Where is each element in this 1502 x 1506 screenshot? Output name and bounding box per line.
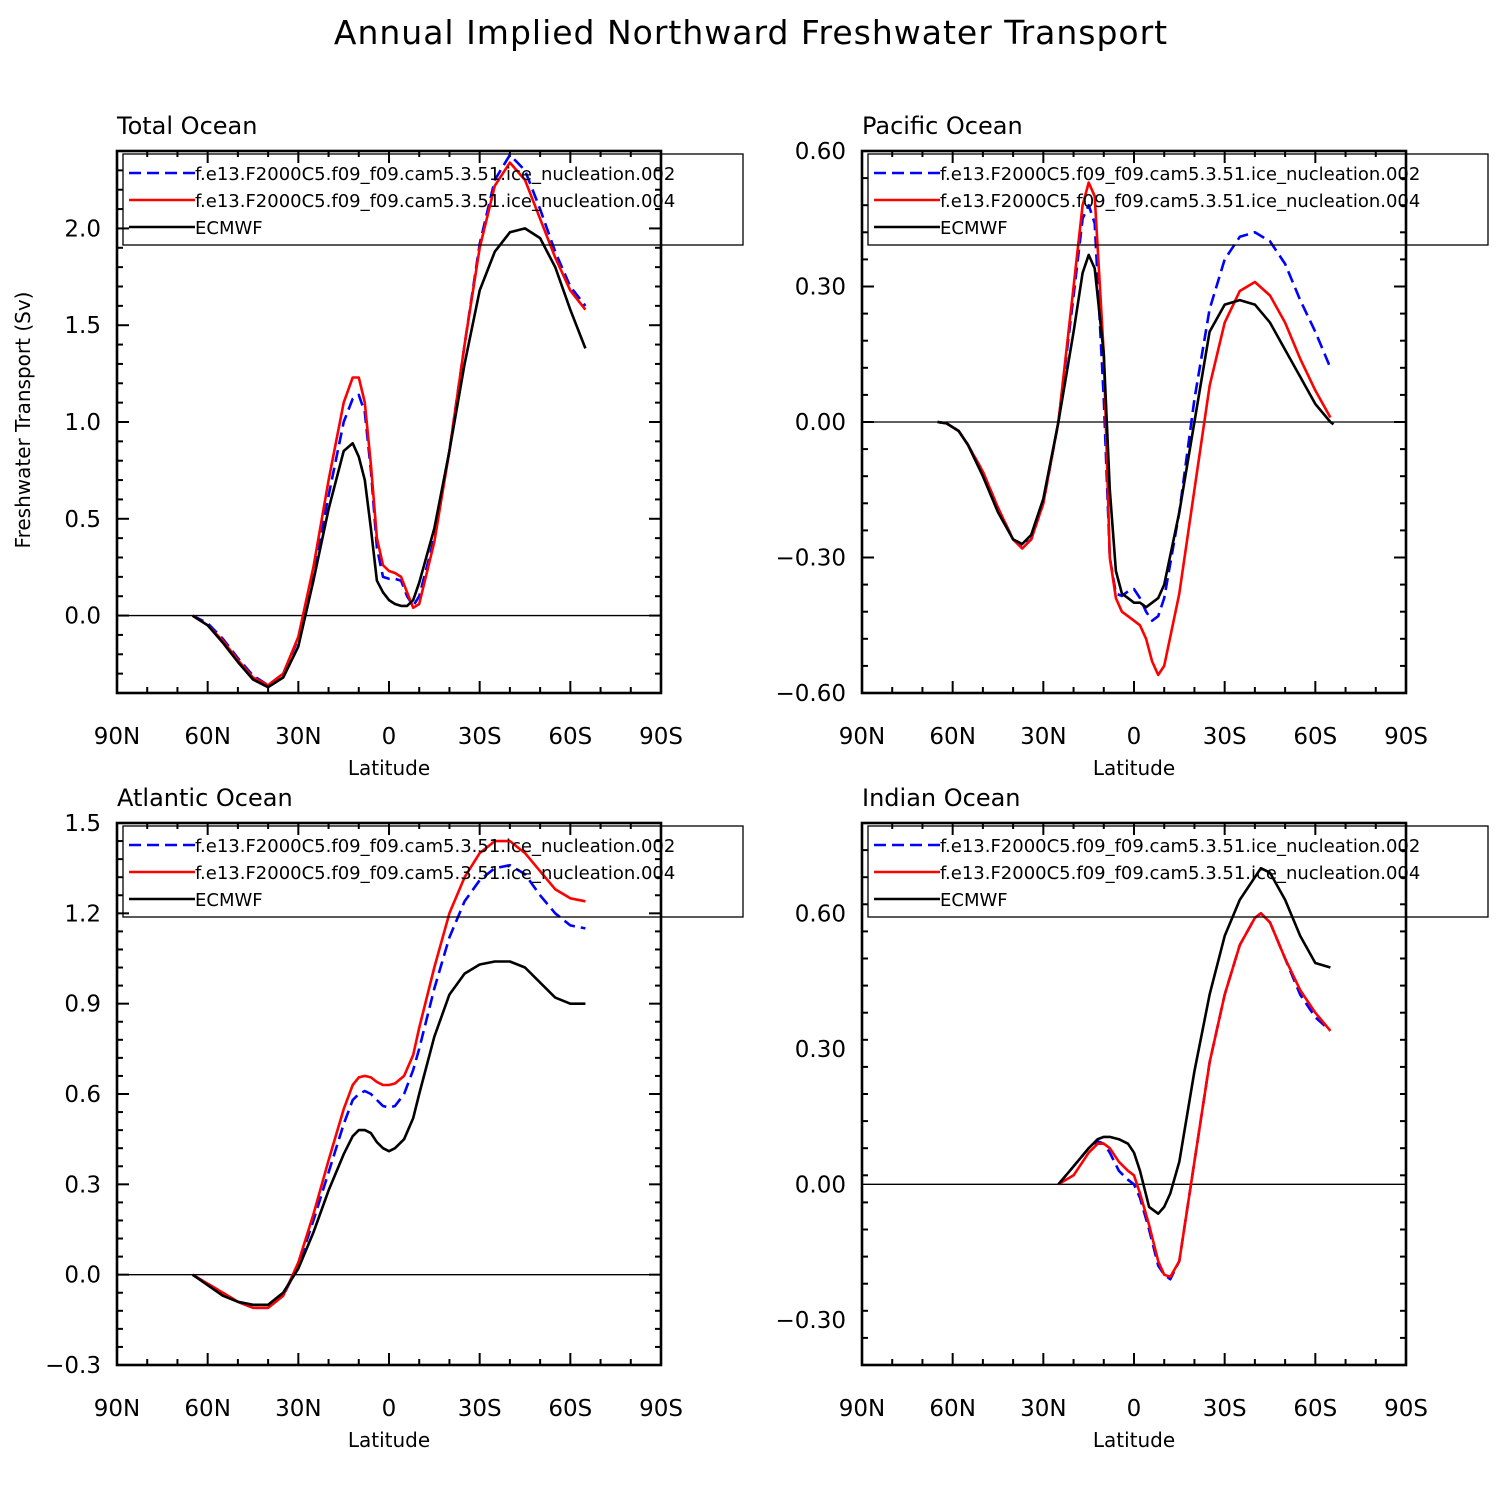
panel-title: Total Ocean bbox=[116, 112, 257, 140]
x-tick-label: 90S bbox=[1384, 1396, 1428, 1422]
plot-frame bbox=[860, 821, 1408, 1367]
legend-box bbox=[867, 153, 1489, 246]
panel-pacific-ocean: Pacific Ocean 90N 60N 30N 0 30S 60S 90S Latitude… bbox=[776, 112, 1489, 780]
x-tick-label: 60N bbox=[184, 724, 230, 750]
y-tick-label: 1.0 bbox=[64, 410, 101, 436]
x-tick-label: 0 bbox=[382, 724, 397, 750]
legend-label: f.e13.F2000C5.f09_f09.cam5.3.51.ice_nucl… bbox=[195, 191, 675, 212]
x-tick-label: 30N bbox=[1020, 724, 1066, 750]
x-axis-label: Latitude bbox=[1093, 756, 1175, 780]
x-tick-label: 30S bbox=[1203, 1396, 1247, 1422]
x-tick-label: 0 bbox=[1127, 724, 1142, 750]
series-line-3 bbox=[937, 253, 1335, 609]
x-tick-label: 30N bbox=[1020, 1396, 1066, 1422]
x-tick-label: 60S bbox=[548, 1396, 592, 1422]
x-tick-label: 60N bbox=[184, 1396, 230, 1422]
shared-y-axis-label: Freshwater Transport (Sv) bbox=[11, 292, 35, 549]
x-tick-label: 90S bbox=[1384, 724, 1428, 750]
x-tick-label: 30N bbox=[275, 1396, 321, 1422]
x-tick-label: 90S bbox=[639, 724, 683, 750]
x-tick-label: 60N bbox=[929, 1396, 975, 1422]
x-tick-label: 60S bbox=[1293, 724, 1337, 750]
y-tick-label: 0.6 bbox=[64, 1082, 101, 1108]
legend-label: f.e13.F2000C5.f09_f09.cam5.3.51.ice_nucl… bbox=[195, 863, 675, 884]
plot-frame bbox=[115, 821, 663, 1367]
series-line-3 bbox=[1057, 866, 1331, 1215]
x-tick-label: 90N bbox=[839, 1396, 885, 1422]
x-tick-label: 90N bbox=[839, 724, 885, 750]
y-tick-label: 0.00 bbox=[795, 410, 846, 436]
y-tick-label: 0.3 bbox=[64, 1172, 101, 1198]
x-tick-label: 0 bbox=[382, 1396, 397, 1422]
x-axis-label: Latitude bbox=[1093, 1428, 1175, 1452]
legend-box bbox=[122, 825, 744, 918]
x-tick-label: 90N bbox=[94, 724, 140, 750]
panel-title: Atlantic Ocean bbox=[117, 784, 293, 812]
x-tick-label: 60S bbox=[548, 724, 592, 750]
y-tick-label: −0.30 bbox=[776, 1308, 846, 1334]
y-tick-label: 1.5 bbox=[64, 811, 101, 837]
plot-frame bbox=[860, 149, 1408, 695]
y-tick-label: 0.30 bbox=[795, 275, 846, 301]
legend-label: f.e13.F2000C5.f09_f09.cam5.3.51.ice_nucl… bbox=[940, 191, 1420, 212]
legend-label: f.e13.F2000C5.f09_f09.cam5.3.51.ice_nucl… bbox=[195, 836, 675, 857]
panel-atlantic-ocean: Atlantic Ocean 90N 60N 30N 0 30S 60S 90S Latitud… bbox=[45, 784, 744, 1452]
y-tick-label: 1.2 bbox=[64, 901, 101, 927]
series-line-2 bbox=[1057, 912, 1332, 1279]
legend-box bbox=[122, 153, 744, 246]
y-tick-label: 0.60 bbox=[795, 901, 846, 927]
legend-label: f.e13.F2000C5.f09_f09.cam5.3.51.ice_nucl… bbox=[940, 863, 1420, 884]
series-line-1 bbox=[191, 863, 586, 1310]
x-tick-label: 30N bbox=[275, 724, 321, 750]
legend-label: f.e13.F2000C5.f09_f09.cam5.3.51.ice_nucl… bbox=[940, 164, 1420, 185]
y-tick-label: 0.30 bbox=[795, 1037, 846, 1063]
plot-frame bbox=[115, 149, 663, 695]
x-tick-label: 60S bbox=[1293, 1396, 1337, 1422]
series-line-2 bbox=[191, 161, 587, 687]
legend-box bbox=[867, 825, 1489, 918]
legend-label: ECMWF bbox=[195, 890, 263, 911]
y-tick-label: 0.00 bbox=[795, 1172, 846, 1198]
y-tick-label: 0.9 bbox=[64, 992, 101, 1018]
panel-title: Pacific Ocean bbox=[862, 112, 1023, 140]
x-axis-label: Latitude bbox=[348, 756, 430, 780]
y-tick-label: 0.5 bbox=[64, 507, 101, 533]
x-tick-label: 60N bbox=[929, 724, 975, 750]
series-line-3 bbox=[191, 227, 587, 689]
legend-label: f.e13.F2000C5.f09_f09.cam5.3.51.ice_nucl… bbox=[940, 836, 1420, 857]
y-tick-label: 0.0 bbox=[64, 604, 101, 630]
legend-label: f.e13.F2000C5.f09_f09.cam5.3.51.ice_nucl… bbox=[195, 164, 675, 185]
figure-title: Annual Implied Northward Freshwater Tran… bbox=[334, 13, 1168, 52]
legend-label: ECMWF bbox=[195, 218, 263, 239]
y-tick-label: 1.5 bbox=[64, 313, 101, 339]
y-tick-label: −0.60 bbox=[776, 681, 846, 707]
y-tick-label: −0.30 bbox=[776, 546, 846, 572]
series-line-3 bbox=[191, 960, 586, 1307]
x-axis-label: Latitude bbox=[348, 1428, 430, 1452]
y-tick-label: 0.0 bbox=[64, 1263, 101, 1289]
y-tick-label: −0.3 bbox=[45, 1353, 101, 1379]
series-line-2 bbox=[937, 181, 1332, 677]
x-tick-label: 90N bbox=[94, 1396, 140, 1422]
panel-title: Indian Ocean bbox=[862, 784, 1021, 812]
x-tick-label: 30S bbox=[458, 1396, 502, 1422]
series-line-2 bbox=[191, 839, 586, 1310]
x-tick-label: 90S bbox=[639, 1396, 683, 1422]
legend-label: ECMWF bbox=[940, 218, 1008, 239]
panel-indian-ocean: Indian Ocean 90N 60N 30N 0 30S 60S 90S Latitude −… bbox=[776, 784, 1489, 1452]
x-tick-label: 30S bbox=[458, 724, 502, 750]
x-tick-label: 30S bbox=[1203, 724, 1247, 750]
y-tick-label: 2.0 bbox=[64, 216, 101, 242]
x-tick-label: 0 bbox=[1127, 1396, 1142, 1422]
panel-total-ocean: Total Ocean 90N 60N 30N 0 30S 60S 90S Latitude 0.… bbox=[64, 112, 744, 780]
legend-label: ECMWF bbox=[940, 890, 1008, 911]
y-tick-label: 0.60 bbox=[795, 139, 846, 165]
series-line-1 bbox=[937, 203, 1332, 622]
